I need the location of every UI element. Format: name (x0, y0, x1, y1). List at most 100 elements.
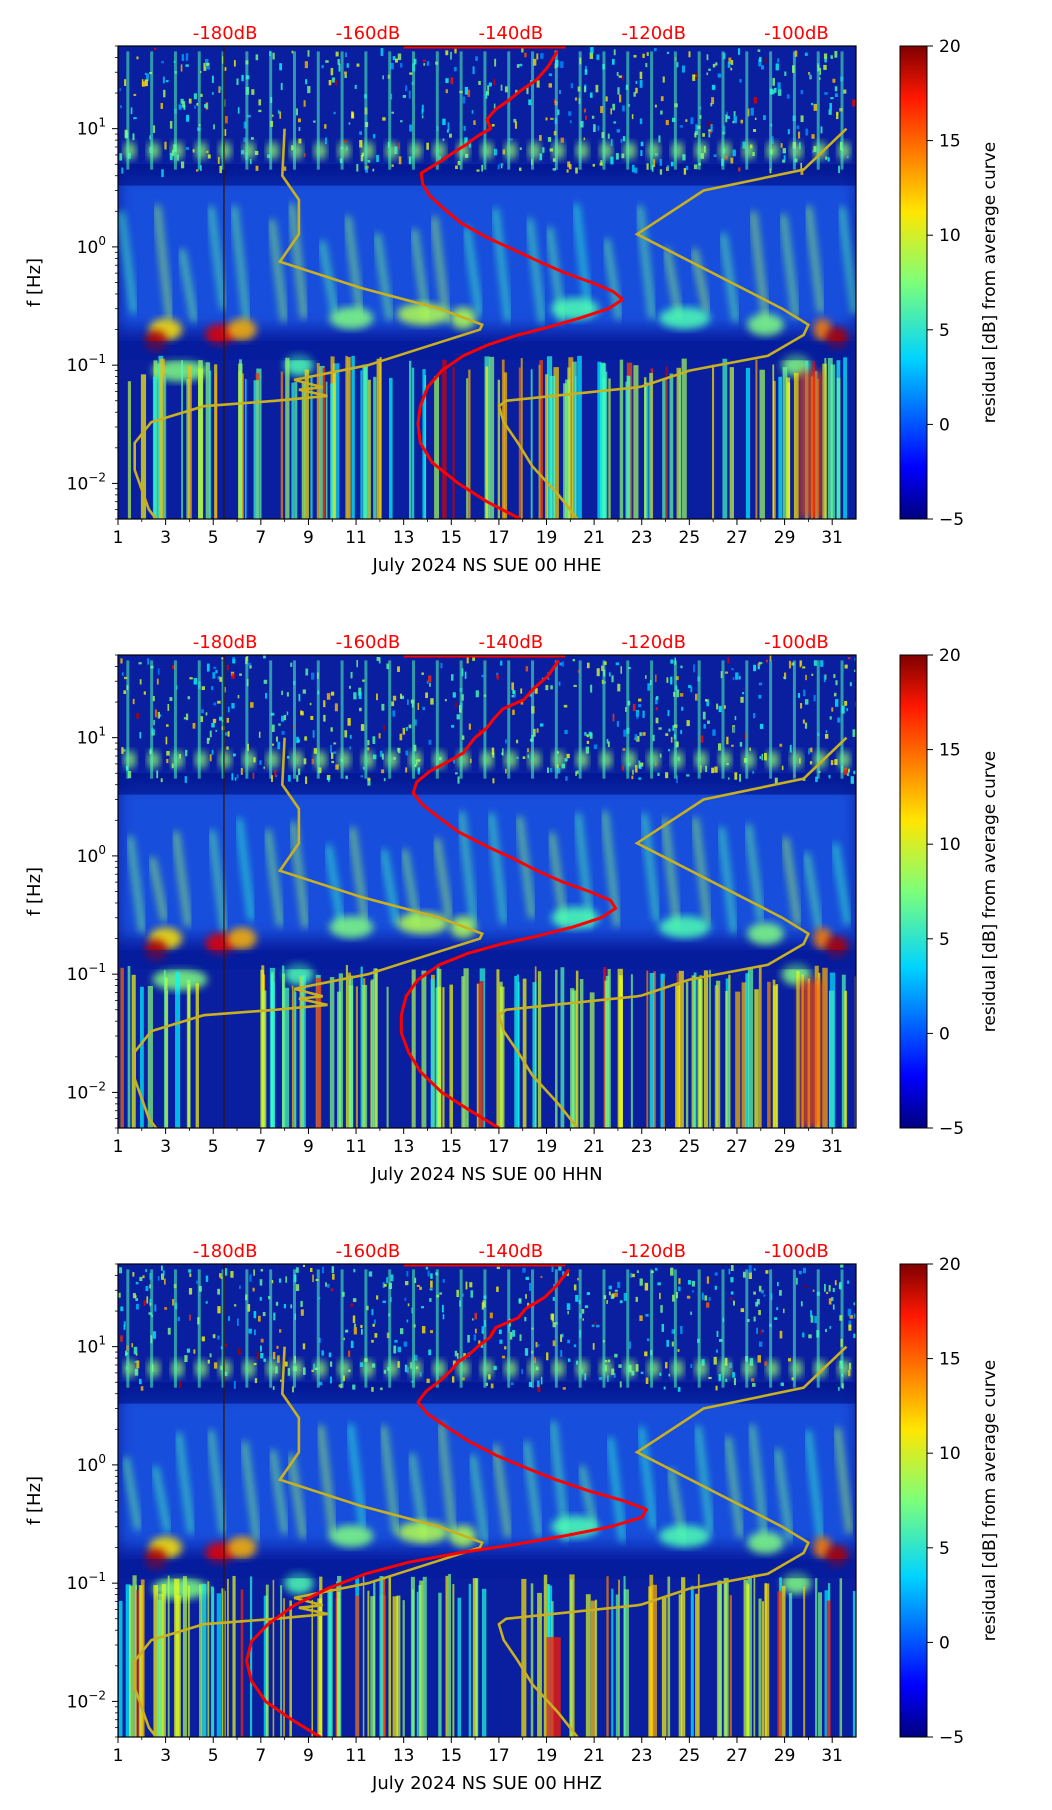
top-db-label: -140dB (478, 23, 543, 44)
top-db-label: -140dB (478, 632, 543, 653)
x-tick-label: 31 (821, 1746, 843, 1766)
low-noise-model-curve (133, 737, 484, 1128)
colorbar-tick-label: −5 (939, 1119, 964, 1139)
x-tick-label: 1 (113, 1137, 124, 1157)
low-noise-model-curve (133, 128, 484, 519)
x-tick-label: 19 (536, 1137, 558, 1157)
x-tick-label: 9 (303, 528, 314, 548)
colorbar-tick-label: 20 (939, 37, 961, 57)
colorbar-tick-label: 15 (939, 132, 961, 152)
x-tick-label: 9 (303, 1137, 314, 1157)
top-db-label: -180dB (193, 1241, 258, 1262)
y-axis-label: f [Hz] (24, 1476, 45, 1525)
top-db-label: -120dB (621, 632, 686, 653)
x-tick-label: 15 (440, 528, 462, 548)
x-tick-label: 29 (774, 1137, 796, 1157)
spectrogram-image (118, 46, 856, 519)
top-db-label: -120dB (621, 23, 686, 44)
colorbar-tick-label: −5 (939, 510, 964, 530)
x-tick-label: 25 (679, 1746, 701, 1766)
colorbar-tick-label: 0 (939, 1633, 950, 1653)
y-axis-label: f [Hz] (24, 867, 45, 916)
x-tick-label: 31 (821, 528, 843, 548)
colorbar-tick-label: 10 (939, 226, 961, 246)
y-tick-label: 100 (77, 843, 106, 867)
x-axis-label: July 2024 NS SUE 00 HHE (372, 555, 602, 576)
x-tick-label: 7 (255, 1137, 266, 1157)
x-tick-label: 29 (774, 528, 796, 548)
top-db-label: -180dB (193, 632, 258, 653)
median-psd-curve (416, 50, 625, 519)
top-db-label: -120dB (621, 1241, 686, 1262)
x-tick-label: 19 (536, 528, 558, 548)
high-noise-model-curve (497, 127, 848, 519)
x-tick-label: 1 (113, 1746, 124, 1766)
colorbar-tick-label: 5 (939, 1539, 950, 1559)
top-db-label: -160dB (336, 632, 401, 653)
x-tick-label: 19 (536, 1746, 558, 1766)
x-tick-label: 23 (631, 1137, 653, 1157)
x-tick-label: 7 (255, 1746, 266, 1766)
x-tick-label: 5 (208, 1137, 219, 1157)
colorbar-tick-label: 5 (939, 321, 950, 341)
x-tick-label: 25 (679, 1137, 701, 1157)
x-tick-label: 29 (774, 1746, 796, 1766)
x-tick-label: 7 (255, 528, 266, 548)
x-tick-label: 11 (345, 1746, 367, 1766)
colorbar-tick-label: 10 (939, 835, 961, 855)
spectrogram-image (118, 1264, 856, 1737)
colorbar-tick-label: 0 (939, 415, 950, 435)
top-db-label: -100dB (764, 1241, 829, 1262)
x-tick-label: 27 (726, 528, 748, 548)
colorbar (899, 45, 928, 520)
colorbar-label: residual [dB] from average curve (980, 751, 1000, 1032)
top-db-label: -100dB (764, 632, 829, 653)
x-tick-label: 17 (488, 1137, 510, 1157)
x-tick-label: 23 (631, 1746, 653, 1766)
colorbar-tick-label: 10 (939, 1444, 961, 1464)
y-tick-label: 101 (77, 725, 106, 749)
x-tick-label: 17 (488, 528, 510, 548)
y-tick-label: 10−1 (67, 961, 106, 985)
y-tick-label: 100 (77, 234, 106, 258)
x-tick-label: 27 (726, 1746, 748, 1766)
y-tick-label: 10−2 (67, 1079, 106, 1103)
x-tick-label: 1 (113, 528, 124, 548)
x-tick-label: 21 (583, 1746, 605, 1766)
x-tick-label: 13 (393, 1137, 415, 1157)
x-tick-label: 15 (440, 1137, 462, 1157)
low-noise-model-curve (133, 1346, 484, 1737)
colorbar-tick-label: 20 (939, 1255, 961, 1275)
top-db-label: -180dB (193, 23, 258, 44)
colorbar-label: residual [dB] from average curve (980, 1360, 1000, 1641)
top-db-label: -160dB (336, 1241, 401, 1262)
colorbar-tick-label: 20 (939, 646, 961, 666)
x-tick-label: 27 (726, 1137, 748, 1157)
y-tick-label: 101 (77, 1334, 106, 1358)
x-tick-label: 17 (488, 1746, 510, 1766)
colorbar-tick-label: 0 (939, 1024, 950, 1044)
x-tick-label: 23 (631, 528, 653, 548)
y-tick-label: 101 (77, 116, 106, 140)
median-psd-curve (245, 1268, 648, 1737)
x-tick-label: 9 (303, 1746, 314, 1766)
high-noise-model-curve (497, 736, 848, 1128)
x-tick-label: 3 (160, 528, 171, 548)
x-tick-label: 31 (821, 1137, 843, 1157)
x-tick-label: 3 (160, 1746, 171, 1766)
colorbar (899, 654, 928, 1129)
top-db-label: -160dB (336, 23, 401, 44)
y-axis-label: f [Hz] (24, 258, 45, 307)
y-tick-label: 100 (77, 1452, 106, 1476)
x-tick-label: 25 (679, 528, 701, 548)
spectrogram-image (118, 655, 856, 1128)
x-tick-label: 21 (583, 1137, 605, 1157)
y-tick-label: 10−1 (67, 352, 106, 376)
top-db-label: -140dB (478, 1241, 543, 1262)
median-psd-curve (399, 659, 618, 1128)
